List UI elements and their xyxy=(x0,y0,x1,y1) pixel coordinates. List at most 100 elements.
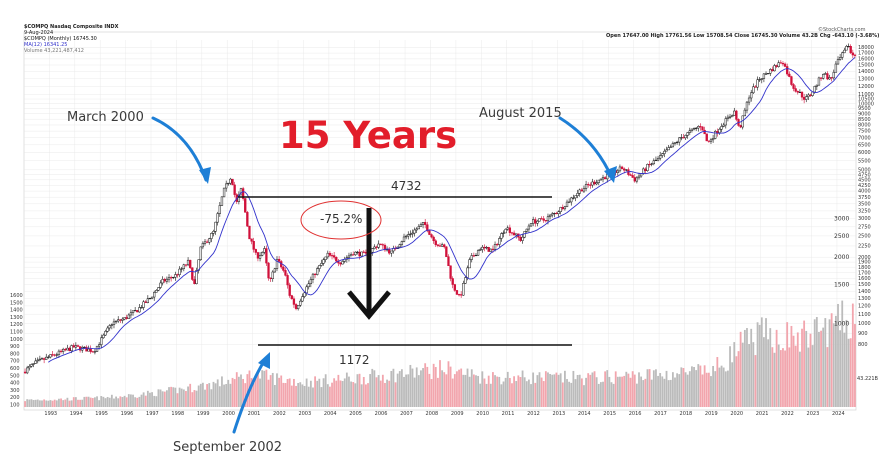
x-tick-label: 2004 xyxy=(324,411,337,417)
volume-bar xyxy=(458,369,460,407)
volume-bar xyxy=(191,392,194,407)
volume-bar xyxy=(343,378,346,407)
volume-bar xyxy=(53,399,56,407)
candle-body xyxy=(383,244,387,251)
candle-body xyxy=(559,207,562,212)
right-axis-label: 2500 xyxy=(834,233,849,240)
candle-body xyxy=(671,143,675,148)
candle-body xyxy=(656,157,660,161)
candle-body xyxy=(565,201,569,208)
x-tick-label: 2010 xyxy=(476,411,489,417)
volume-bar xyxy=(282,382,285,407)
volume-bar xyxy=(453,374,456,407)
volume-bar xyxy=(813,319,816,407)
volume-bar xyxy=(498,376,501,407)
volume-bar xyxy=(250,378,253,407)
candle-body xyxy=(819,77,823,79)
volume-bar xyxy=(413,377,416,407)
volume-bar xyxy=(312,387,314,407)
volume-bar xyxy=(221,376,223,407)
volume-bar xyxy=(462,374,465,407)
candle-body xyxy=(836,59,840,65)
candle-body xyxy=(42,358,46,360)
candle-body xyxy=(184,264,188,266)
volume-bar xyxy=(674,377,676,407)
candle-body xyxy=(267,262,270,279)
candle-body xyxy=(838,57,842,60)
volume-bar xyxy=(295,385,297,407)
volume-bar xyxy=(377,375,380,407)
candle-body xyxy=(176,274,179,276)
candle-body xyxy=(261,252,264,256)
candle-body xyxy=(373,246,376,249)
volume-bar xyxy=(788,347,791,407)
candle-body xyxy=(349,254,353,257)
candle-body xyxy=(381,244,384,246)
candle-body xyxy=(66,347,69,351)
volume-bar xyxy=(441,370,444,407)
x-tick-label: 2006 xyxy=(375,411,388,417)
candle-body xyxy=(561,207,564,210)
volume-bar xyxy=(837,303,839,407)
x-tick-label: 2003 xyxy=(298,411,311,417)
x-tick-label: 1997 xyxy=(146,411,159,417)
volume-bar xyxy=(832,323,835,407)
volume-bar xyxy=(218,386,221,407)
candle-body xyxy=(127,314,130,319)
candle-body xyxy=(51,354,54,356)
candle-body xyxy=(269,277,272,279)
candle-body xyxy=(59,350,63,352)
volume-bar xyxy=(608,376,611,407)
volume-bar xyxy=(233,379,236,407)
volume-bar xyxy=(172,387,175,407)
candle-body xyxy=(476,250,480,256)
volume-bar xyxy=(326,384,329,407)
candle-body xyxy=(218,205,221,214)
volume-bar xyxy=(538,372,541,407)
candle-body xyxy=(542,218,545,221)
volume-bar xyxy=(508,377,511,407)
volume-bar xyxy=(733,342,736,407)
volume-bar xyxy=(77,399,79,407)
volume-bar xyxy=(320,387,323,407)
candle-body xyxy=(536,220,539,224)
volume-bar xyxy=(134,397,137,407)
candle-body xyxy=(415,228,418,231)
candle-body xyxy=(601,177,605,180)
decline-percent: -75.2% xyxy=(320,212,363,226)
y-tick-label: 8500 xyxy=(858,117,871,123)
candle-body xyxy=(55,354,58,356)
volume-bar xyxy=(483,378,486,407)
volume-bar xyxy=(595,377,598,407)
volume-bar xyxy=(100,396,103,407)
volume-bar xyxy=(591,372,594,407)
candle-body xyxy=(273,268,277,273)
volume-bar xyxy=(727,370,729,407)
candle-body xyxy=(832,72,835,79)
volume-bar xyxy=(534,382,537,407)
volume-bar xyxy=(822,327,825,407)
x-tick-label: 2021 xyxy=(756,411,769,417)
candle-body xyxy=(159,282,162,288)
candle-body xyxy=(40,358,44,360)
candle-body xyxy=(169,277,173,279)
y-tick-label: 3500 xyxy=(858,201,871,207)
candle-body xyxy=(807,94,810,97)
right-axis-label: 1000 xyxy=(834,320,849,327)
volume-bar xyxy=(803,320,806,407)
volume-bar xyxy=(252,382,255,407)
y-tick-label: 4500 xyxy=(858,177,871,183)
candle-body xyxy=(724,118,727,126)
volume-bar xyxy=(646,369,649,407)
candle-body xyxy=(591,181,594,186)
volume-bar xyxy=(688,371,691,407)
candle-body xyxy=(36,359,39,362)
candle-body xyxy=(822,74,825,79)
candle-body xyxy=(74,345,78,348)
volume-bar xyxy=(472,374,475,407)
candle-body xyxy=(593,181,596,185)
x-tick-label: 2022 xyxy=(781,411,794,417)
candle-body xyxy=(250,238,253,242)
volume-bar xyxy=(589,374,592,407)
volume-bar xyxy=(125,397,128,407)
